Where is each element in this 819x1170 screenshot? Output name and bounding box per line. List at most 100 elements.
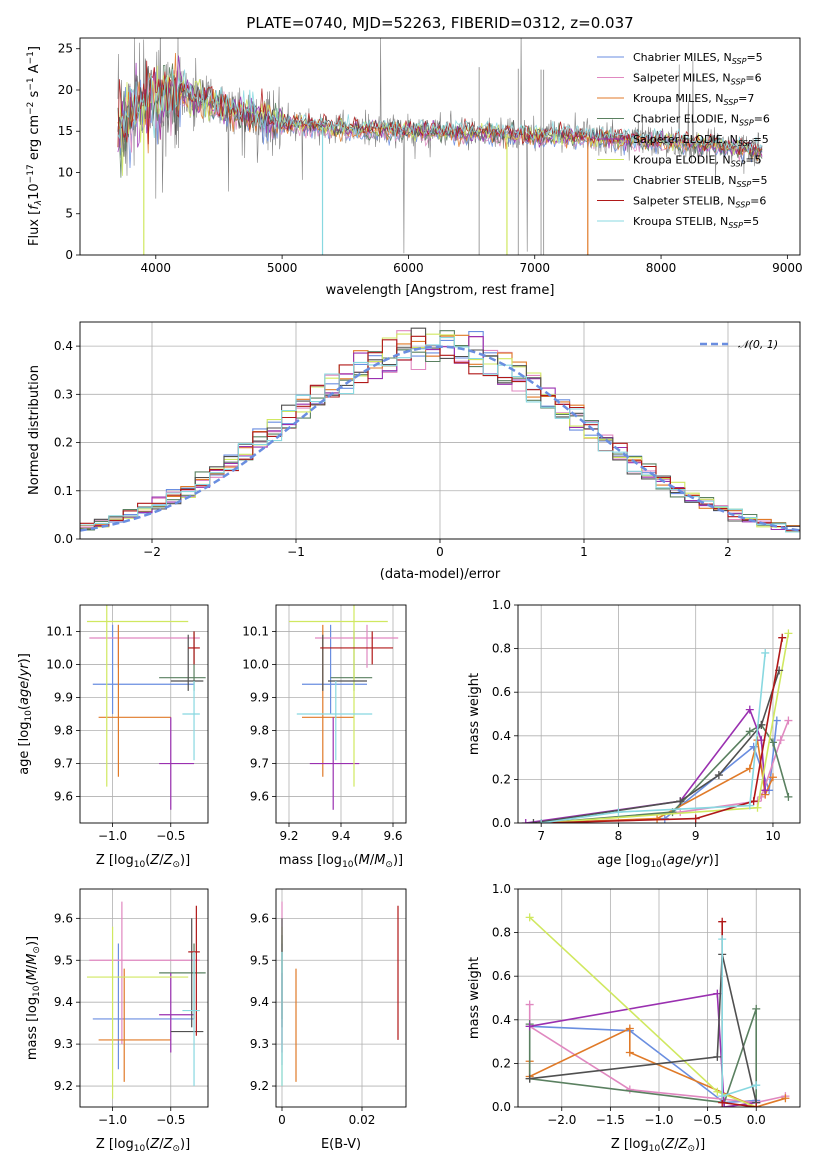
plot-content bbox=[525, 913, 790, 1107]
mass-vs-ebv-plot: 0 0.02 9.2 9.3 9.4 9.5 9.6 bbox=[250, 888, 407, 1127]
y-tick-label: 9.8 bbox=[250, 724, 269, 738]
axes-frame bbox=[517, 888, 801, 1108]
y-tick-label: 5 bbox=[65, 207, 73, 221]
age-vs-metallicity-panel: −1.0 −0.5 9.6 9.7 9.8 9.9 10.0 10.1 Z [log10(Z/… bbox=[17, 604, 209, 870]
plus-marker bbox=[525, 1022, 534, 1031]
legend-label: Kroupa STELIB, NSSP=5 bbox=[633, 215, 759, 230]
residual-plot-area: −2 −1 0 1 2 0.0 0.1 0.2 0.3 0.4 𝒩(0, 1) bbox=[54, 321, 801, 559]
plus-marker bbox=[525, 1000, 534, 1009]
plus-marker bbox=[753, 803, 762, 812]
plus-marker bbox=[768, 738, 777, 747]
x-tick-label: 2 bbox=[724, 545, 732, 559]
x-tick-label: 0.0 bbox=[747, 1113, 766, 1127]
reference-legend-label: 𝒩(0, 1) bbox=[738, 338, 778, 351]
histogram-step-8 bbox=[80, 337, 800, 533]
y-tick-label: 9.7 bbox=[54, 757, 73, 771]
x-tick-label: 0 bbox=[436, 545, 444, 559]
plus-marker bbox=[718, 935, 727, 944]
plus-marker bbox=[752, 1103, 761, 1107]
plus-marker bbox=[718, 1092, 727, 1101]
y-tick-label: 0.2 bbox=[492, 1056, 511, 1070]
x-tick-label: 9.6 bbox=[383, 829, 402, 843]
spectrum-legend: Chabrier MILES, NSSP=5 Salpeter MILES, NS… bbox=[597, 51, 770, 230]
ticks: −2 −1 0 1 2 0.0 0.1 0.2 0.3 0.4 bbox=[54, 339, 732, 559]
x-tick-label: −2.0 bbox=[547, 1113, 576, 1127]
axes-frame bbox=[79, 37, 801, 256]
y-tick-label: 0.0 bbox=[492, 816, 511, 830]
y-tick-label: 9.7 bbox=[250, 757, 269, 771]
plus-marker bbox=[745, 727, 754, 736]
age-vs-metallicity-ylabel: age [log10(age/yr)] bbox=[17, 653, 34, 775]
x-tick-label: 10 bbox=[765, 829, 780, 843]
legend-label: Chabrier MILES, NSSP=5 bbox=[633, 51, 763, 66]
y-tick-label: 9.4 bbox=[250, 995, 269, 1009]
y-tick-label: 9.9 bbox=[54, 690, 73, 704]
mass-weight-line-3 bbox=[541, 723, 790, 823]
mass-vs-metallicity-panel: −1.0 −0.59.29.39.49.59.6 Z [log10(Z/Z⊙)] … bbox=[25, 888, 209, 1154]
y-tick-label: 9.4 bbox=[54, 995, 73, 1009]
model-spectrum-line-3 bbox=[117, 63, 763, 178]
x-tick-label: 8000 bbox=[646, 261, 677, 275]
y-tick-label: 9.6 bbox=[54, 911, 73, 925]
y-tick-label: 0.4 bbox=[492, 729, 511, 743]
x-tick-label: 9000 bbox=[772, 261, 803, 275]
residual-ylabel: Normed distribution bbox=[27, 365, 42, 495]
axes-frame bbox=[275, 888, 407, 1108]
plus-marker bbox=[781, 1094, 790, 1103]
y-tick-label: 10.0 bbox=[46, 657, 73, 671]
age-vs-metallicity-xlabel: Z [log10(Z/Z⊙)] bbox=[96, 853, 190, 870]
mass-vs-ebv-panel: 0 0.02 9.2 9.3 9.4 9.5 9.6 E(B-V) bbox=[250, 888, 407, 1152]
x-tick-label: −1.0 bbox=[644, 1113, 673, 1127]
plus-marker bbox=[745, 705, 754, 714]
axes-frame bbox=[79, 888, 209, 1108]
y-tick-label: 25 bbox=[58, 42, 73, 56]
normal-reference-curve bbox=[80, 345, 800, 532]
mass-vs-metallicity-plot: −1.0 −0.5 9.2 9.3 9.4 9.5 9.6 bbox=[54, 888, 209, 1127]
plus-marker bbox=[625, 1085, 634, 1094]
y-tick-label: 0.2 bbox=[492, 772, 511, 786]
plus-marker bbox=[625, 1024, 634, 1033]
x-tick-label: −1 bbox=[287, 545, 305, 559]
y-tick-label: 0.0 bbox=[54, 532, 73, 546]
y-tick-label: 1.0 bbox=[492, 598, 511, 612]
y-tick-label: 15 bbox=[58, 124, 73, 138]
y-tick-label: 0.1 bbox=[54, 484, 73, 498]
plus-marker bbox=[525, 1074, 534, 1083]
y-tick-label: 1.0 bbox=[492, 882, 511, 896]
spectrum-ylabel: Flux [fλ10−17 erg cm−2 s−1 A−1] bbox=[26, 46, 44, 246]
x-tick-label: 1 bbox=[580, 545, 588, 559]
age-vs-mass-xlabel: mass [log10(M/M⊙)] bbox=[279, 853, 403, 870]
y-tick-label: 9.3 bbox=[250, 1037, 269, 1051]
residual-xlabel: (data-model)/error bbox=[380, 567, 501, 582]
plot-content bbox=[80, 327, 800, 533]
model-spectrum-line-8 bbox=[117, 69, 763, 154]
y-tick-label: 0.8 bbox=[492, 926, 511, 940]
plus-marker bbox=[625, 1048, 634, 1057]
y-tick-label: 9.2 bbox=[54, 1079, 73, 1093]
ticks: 7 8 9 10 0.0 0.2 0.4 0.6 0.8 1.0 bbox=[492, 598, 781, 843]
mass-weight-vs-age-xlabel: age [log10(age/yr)] bbox=[597, 853, 719, 870]
x-tick-label: 7000 bbox=[519, 261, 550, 275]
mass-vs-metallicity-xlabel: Z [log10(Z/Z⊙)] bbox=[96, 1137, 190, 1154]
y-tick-label: 10.1 bbox=[242, 624, 269, 638]
ticks: −1.0 −0.5 9.6 9.7 9.8 9.9 10.0 10.1 bbox=[46, 624, 185, 843]
y-tick-label: 0.4 bbox=[492, 1013, 511, 1027]
y-tick-label: 9.9 bbox=[250, 690, 269, 704]
plus-marker bbox=[784, 792, 793, 801]
y-tick-label: 0.3 bbox=[54, 387, 73, 401]
plus-marker bbox=[691, 814, 700, 823]
y-tick-label: 0.8 bbox=[492, 642, 511, 656]
y-tick-label: 9.6 bbox=[250, 911, 269, 925]
y-tick-label: 9.5 bbox=[54, 953, 73, 967]
x-tick-label: −2 bbox=[143, 545, 161, 559]
x-tick-label: 0.02 bbox=[349, 1113, 376, 1127]
age-vs-metallicity-plot: −1.0 −0.5 9.6 9.7 9.8 9.9 10.0 10.1 bbox=[46, 604, 209, 843]
legend-label: Chabrier ELODIE, NSSP=6 bbox=[633, 113, 770, 128]
legend-label: Salpeter ELODIE, NSSP=5 bbox=[633, 133, 769, 148]
plus-marker bbox=[772, 716, 781, 725]
plus-marker bbox=[752, 1004, 761, 1013]
x-tick-label: 6000 bbox=[393, 261, 424, 275]
plus-marker bbox=[521, 819, 530, 823]
x-tick-label: 9.4 bbox=[331, 829, 350, 843]
y-tick-label: 20 bbox=[58, 83, 73, 97]
